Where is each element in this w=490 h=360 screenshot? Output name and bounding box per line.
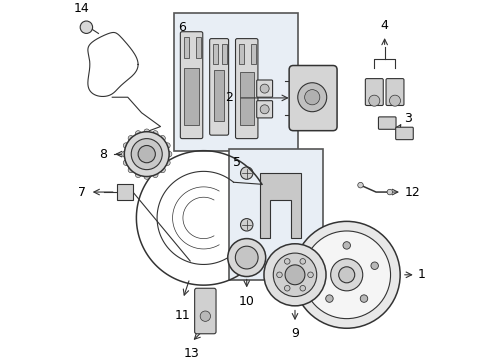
Circle shape [331, 259, 363, 291]
Circle shape [260, 84, 269, 93]
FancyBboxPatch shape [386, 78, 404, 105]
FancyBboxPatch shape [210, 39, 229, 135]
Text: 8: 8 [99, 148, 107, 161]
Text: 7: 7 [78, 185, 86, 199]
Bar [118, 184, 133, 200]
Circle shape [122, 151, 127, 157]
Circle shape [128, 167, 134, 173]
Circle shape [135, 172, 141, 177]
Text: 13: 13 [184, 347, 199, 360]
Circle shape [235, 246, 258, 269]
Text: 10: 10 [239, 295, 255, 308]
Polygon shape [260, 173, 301, 238]
Circle shape [152, 131, 158, 136]
Circle shape [167, 151, 172, 157]
Circle shape [303, 231, 391, 319]
Circle shape [315, 262, 322, 270]
Circle shape [241, 167, 253, 179]
Text: 1: 1 [418, 268, 426, 281]
Circle shape [131, 139, 162, 170]
FancyBboxPatch shape [236, 39, 258, 139]
Text: 2: 2 [225, 91, 233, 104]
Circle shape [305, 90, 320, 105]
Text: 5: 5 [233, 156, 241, 169]
Circle shape [285, 285, 290, 291]
Circle shape [273, 253, 317, 297]
Circle shape [285, 265, 305, 285]
Text: 12: 12 [404, 185, 420, 199]
Circle shape [128, 135, 134, 141]
Bar [240, 72, 254, 125]
Circle shape [123, 143, 129, 148]
FancyBboxPatch shape [195, 288, 216, 334]
FancyBboxPatch shape [257, 80, 272, 97]
FancyBboxPatch shape [396, 127, 413, 140]
Circle shape [160, 167, 165, 173]
Bar [222, 44, 227, 64]
Circle shape [360, 295, 368, 302]
Circle shape [371, 262, 378, 270]
Circle shape [144, 129, 149, 135]
Circle shape [358, 183, 363, 188]
Circle shape [387, 189, 392, 195]
Bar [214, 70, 224, 121]
Circle shape [390, 95, 400, 106]
Circle shape [298, 83, 327, 112]
Circle shape [277, 272, 282, 278]
Circle shape [152, 172, 158, 177]
Circle shape [160, 135, 165, 141]
Circle shape [294, 221, 400, 328]
Text: 9: 9 [291, 327, 299, 339]
Bar [196, 37, 201, 58]
Text: 6: 6 [178, 21, 186, 34]
Bar [184, 37, 189, 58]
Circle shape [135, 131, 141, 136]
Circle shape [264, 244, 326, 306]
Circle shape [228, 239, 266, 276]
Circle shape [165, 143, 170, 148]
Circle shape [138, 145, 155, 163]
Circle shape [339, 267, 355, 283]
Circle shape [285, 258, 290, 264]
Bar [229, 149, 322, 280]
Circle shape [308, 272, 313, 278]
Bar [174, 13, 298, 151]
Circle shape [123, 160, 129, 166]
Circle shape [144, 174, 149, 179]
Circle shape [200, 311, 211, 321]
FancyBboxPatch shape [378, 117, 396, 129]
Text: 14: 14 [74, 2, 89, 15]
Text: 11: 11 [175, 309, 191, 322]
Bar [251, 44, 256, 64]
Circle shape [165, 160, 170, 166]
Circle shape [241, 219, 253, 231]
FancyBboxPatch shape [180, 32, 203, 139]
Text: 3: 3 [404, 112, 412, 125]
Circle shape [300, 285, 306, 291]
FancyBboxPatch shape [366, 78, 383, 105]
Circle shape [124, 132, 169, 176]
Circle shape [80, 21, 93, 33]
Bar [239, 44, 244, 64]
FancyBboxPatch shape [289, 66, 337, 131]
FancyBboxPatch shape [257, 101, 272, 118]
Circle shape [260, 105, 269, 114]
Bar [185, 68, 198, 125]
Circle shape [369, 95, 380, 106]
Text: 4: 4 [381, 19, 389, 32]
Bar [213, 44, 218, 64]
Circle shape [343, 242, 350, 249]
Circle shape [300, 258, 306, 264]
Circle shape [326, 295, 333, 302]
